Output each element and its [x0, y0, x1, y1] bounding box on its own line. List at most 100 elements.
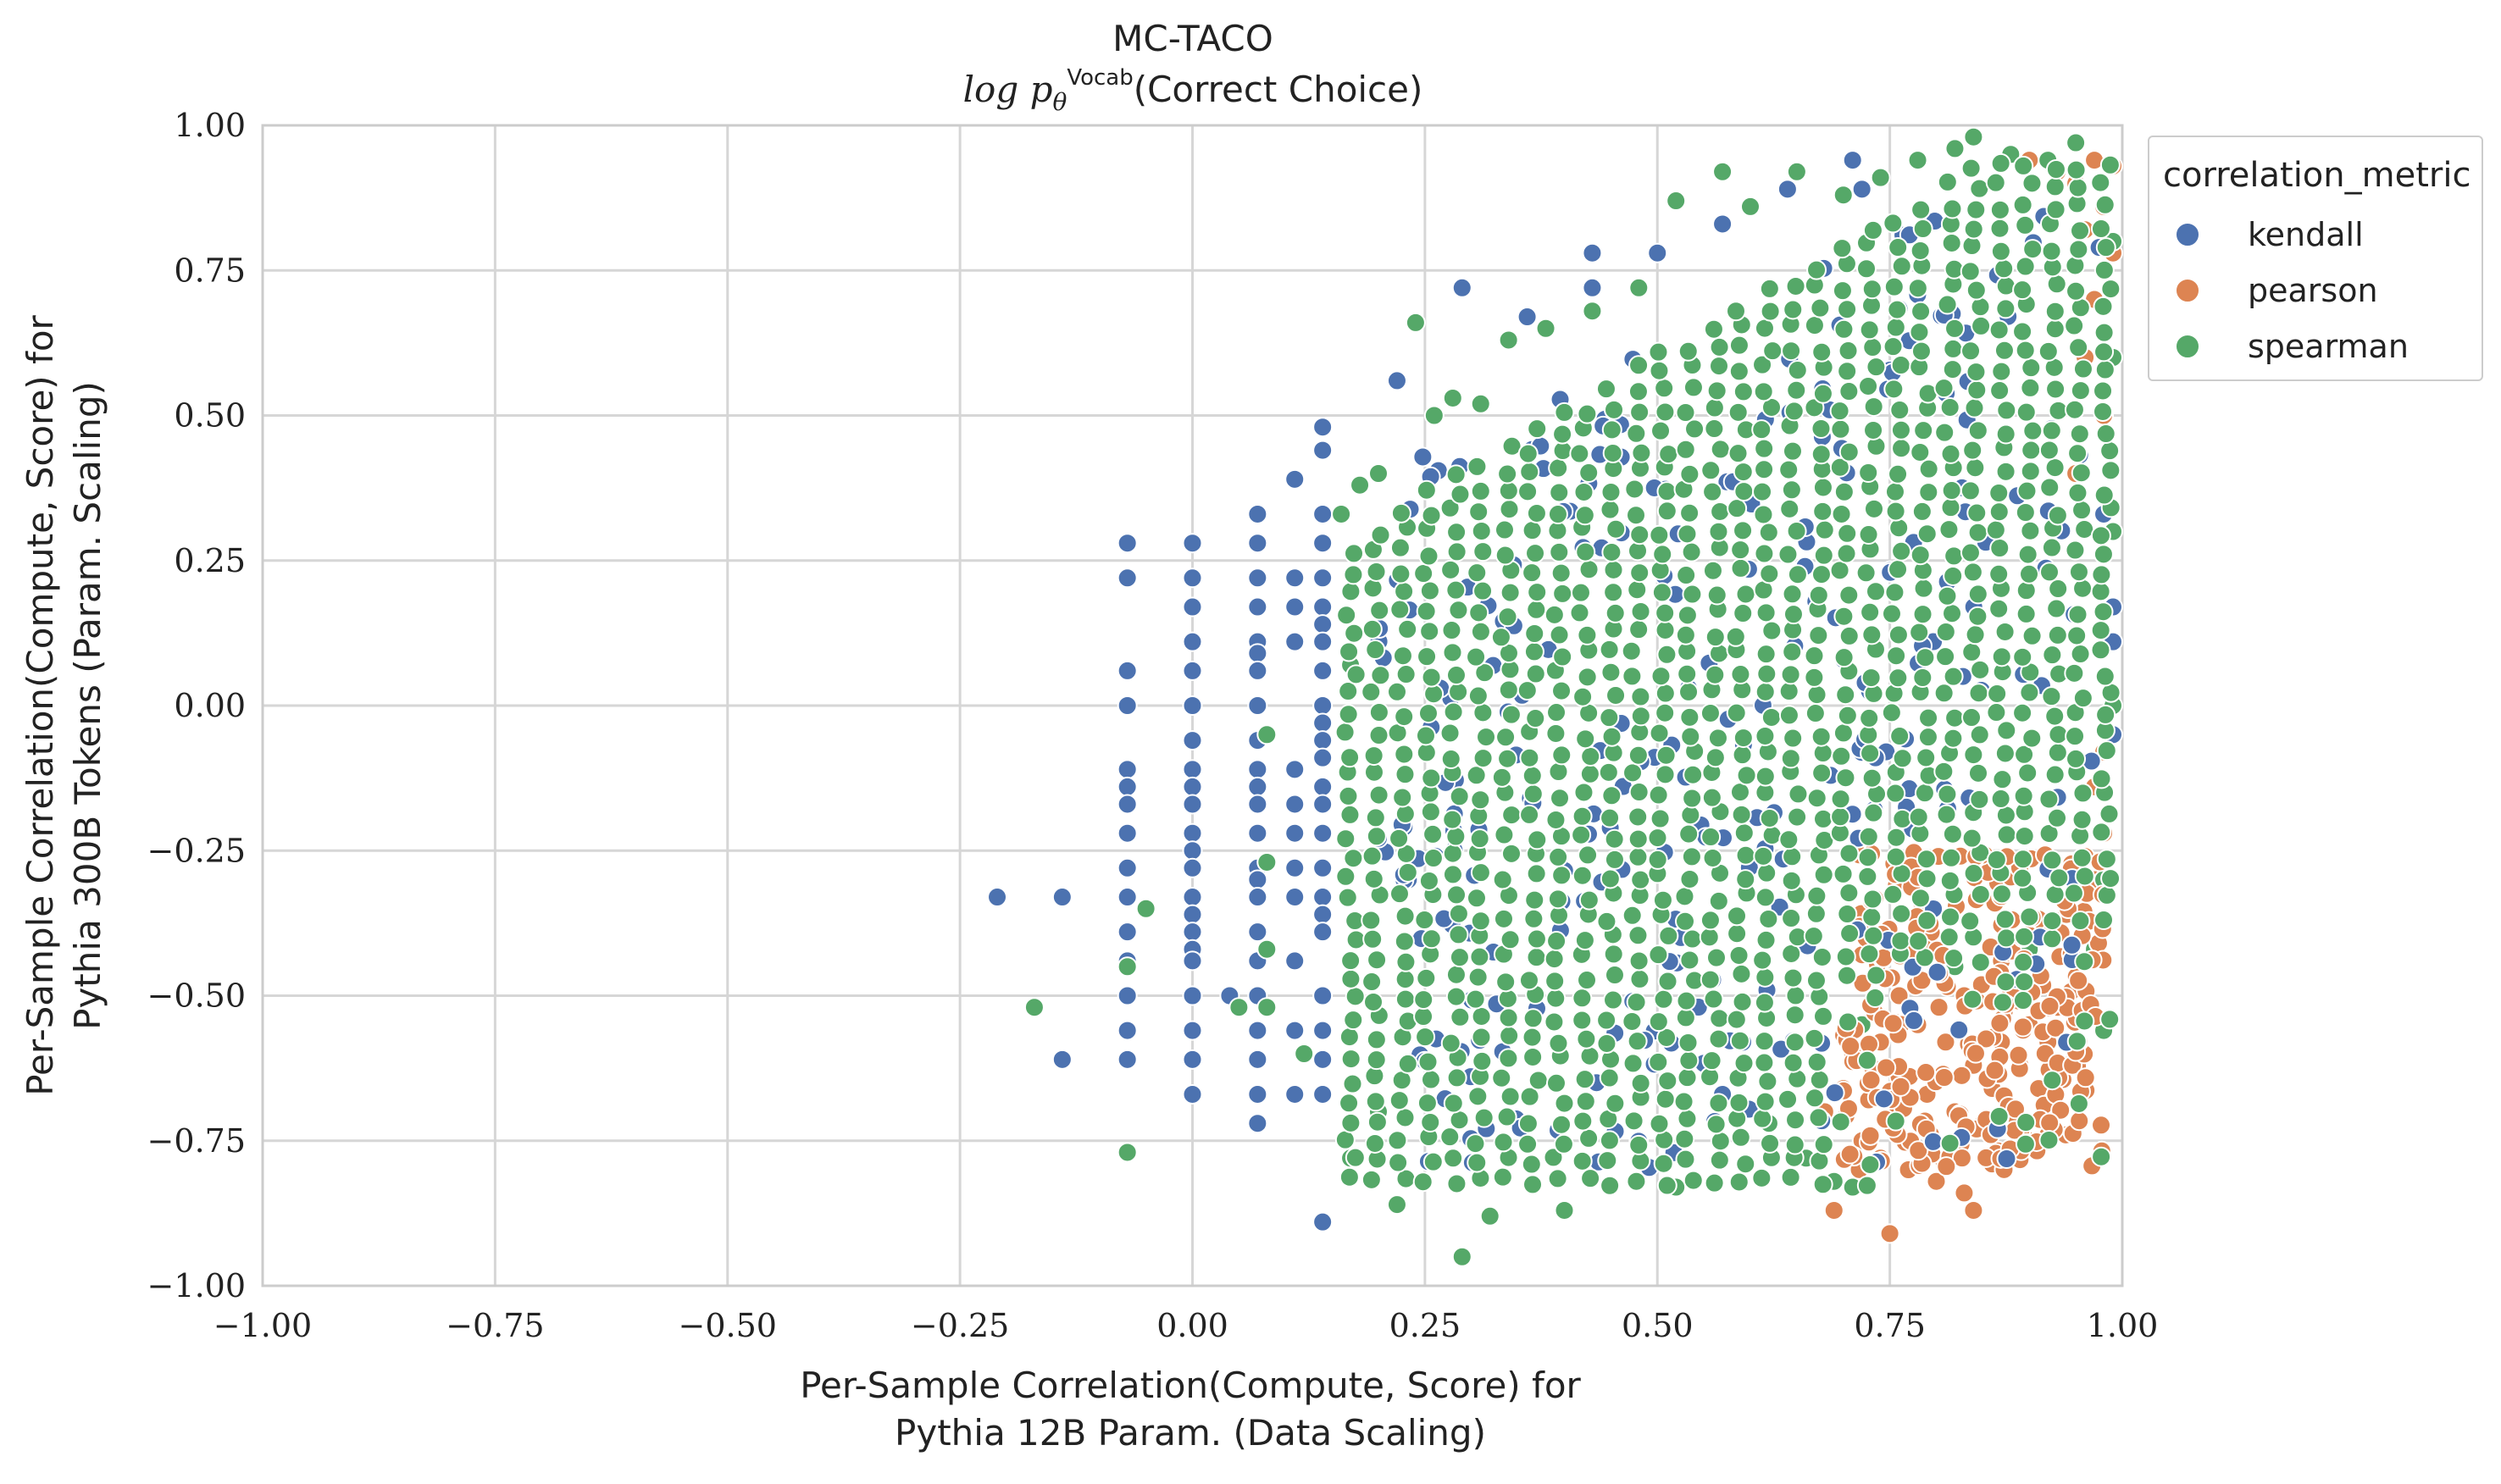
spearman-point	[1860, 1154, 1881, 1175]
spearman-point	[2068, 1093, 2089, 1114]
spearman-point	[1755, 725, 1776, 746]
spearman-point	[1753, 845, 1774, 867]
spearman-point	[1989, 199, 2010, 220]
kendall-point	[1312, 631, 1334, 652]
spearman-point	[1440, 749, 1461, 770]
spearman-point	[1578, 462, 1600, 484]
spearman-point	[1916, 868, 1938, 889]
spearman-point	[1756, 663, 1777, 684]
spearman-point	[2070, 644, 2091, 665]
spearman-point	[2071, 847, 2093, 868]
spearman-point	[1417, 1051, 1439, 1072]
spearman-point	[1963, 219, 1984, 240]
spearman-point	[1572, 988, 1593, 1009]
pearson-point	[1954, 1182, 1975, 1204]
spearman-point	[1519, 747, 1540, 768]
spearman-point	[1572, 1110, 1594, 1132]
spearman-point	[1573, 782, 1594, 803]
spearman-point	[1572, 865, 1593, 886]
spearman-point	[1628, 806, 1649, 828]
spearman-point	[1470, 789, 1491, 811]
pearson-point	[1935, 1032, 1956, 1053]
spearman-point	[2047, 807, 2068, 828]
spearman-point	[1494, 545, 1516, 566]
spearman-point	[1891, 863, 1912, 884]
spearman-point	[1339, 747, 1361, 768]
spearman-point	[1883, 276, 1905, 297]
spearman-point	[1759, 563, 1780, 584]
spearman-point	[1600, 868, 1621, 889]
spearman-point	[1361, 1169, 1382, 1190]
spearman-point	[1991, 361, 2012, 382]
spearman-point	[1577, 403, 1598, 424]
spearman-point	[1762, 341, 1783, 362]
spearman-point	[1967, 606, 1988, 627]
spearman-point	[1525, 663, 1546, 684]
spearman-point	[1522, 765, 1543, 786]
kendall-point	[1712, 213, 1733, 235]
spearman-point	[1678, 341, 1699, 362]
spearman-point	[1388, 1152, 1409, 1173]
spearman-point	[1493, 1132, 1514, 1153]
spearman-point	[1622, 905, 1643, 926]
spearman-point	[1648, 341, 1669, 363]
y-tick-label: −0.75	[147, 1122, 246, 1160]
spearman-point	[1649, 1113, 1670, 1134]
spearman-point	[1496, 1106, 1517, 1127]
spearman-point	[1683, 764, 1704, 785]
spearman-point	[1417, 703, 1439, 724]
spearman-point	[1497, 606, 1518, 628]
spearman-point	[1339, 641, 1360, 662]
spearman-point	[1677, 1067, 1698, 1088]
spearman-point	[1684, 418, 1705, 440]
subtitle-suffix: (Correct Choice)	[1134, 69, 1423, 110]
spearman-point	[1524, 889, 1545, 911]
spearman-point	[1469, 946, 1490, 967]
spearman-point	[1465, 1133, 1486, 1155]
spearman-point	[1601, 419, 1622, 440]
spearman-point	[1890, 355, 1911, 376]
pearson-point	[1951, 1148, 1972, 1169]
spearman-point	[1910, 301, 1932, 322]
spearman-point	[1862, 337, 1883, 358]
spearman-point	[2072, 688, 2093, 709]
spearman-point	[1680, 726, 1701, 747]
spearman-point	[1752, 1108, 1773, 1129]
y-axis-label-line2: Pythia 300B Tokens (Param. Scaling)	[67, 381, 108, 1030]
spearman-point	[1915, 647, 1936, 668]
spearman-point	[1866, 357, 1887, 378]
spearman-point	[1966, 199, 1987, 220]
kendall-point	[1182, 568, 1203, 589]
spearman-point	[1442, 843, 1463, 864]
kendall-point	[1873, 1088, 1894, 1110]
spearman-point	[1493, 908, 1514, 929]
pearson-point	[1839, 1143, 1860, 1165]
spearman-point	[1548, 1033, 1569, 1054]
spearman-point	[1837, 904, 1858, 925]
spearman-point	[1413, 1006, 1434, 1027]
spearman-point	[1838, 441, 1860, 462]
spearman-point	[1963, 863, 1984, 884]
spearman-point	[1858, 462, 1879, 484]
spearman-point	[1740, 196, 1761, 217]
kendall-point	[1051, 1049, 1073, 1070]
x-axis-label-line2: Pythia 12B Param. (Data Scaling)	[895, 1412, 1486, 1454]
kendall-point	[1312, 922, 1334, 943]
spearman-point	[1416, 967, 1437, 988]
spearman-point	[1655, 619, 1676, 640]
spearman-point	[1545, 988, 1567, 1009]
spearman-point	[1986, 702, 2007, 723]
spearman-point	[1467, 685, 1489, 706]
spearman-point	[1678, 1050, 1700, 1071]
spearman-point	[1705, 947, 1727, 968]
spearman-point	[1935, 646, 1956, 667]
pearson-point	[2039, 995, 2060, 1016]
spearman-point	[2017, 762, 2038, 784]
spearman-point	[1865, 581, 1886, 602]
spearman-point	[2041, 686, 2062, 707]
spearman-point	[1778, 459, 1800, 480]
spearman-point	[1890, 419, 1911, 440]
spearman-point	[1395, 1107, 1416, 1128]
spearman-point	[1962, 562, 1983, 583]
spearman-point	[1551, 865, 1572, 886]
